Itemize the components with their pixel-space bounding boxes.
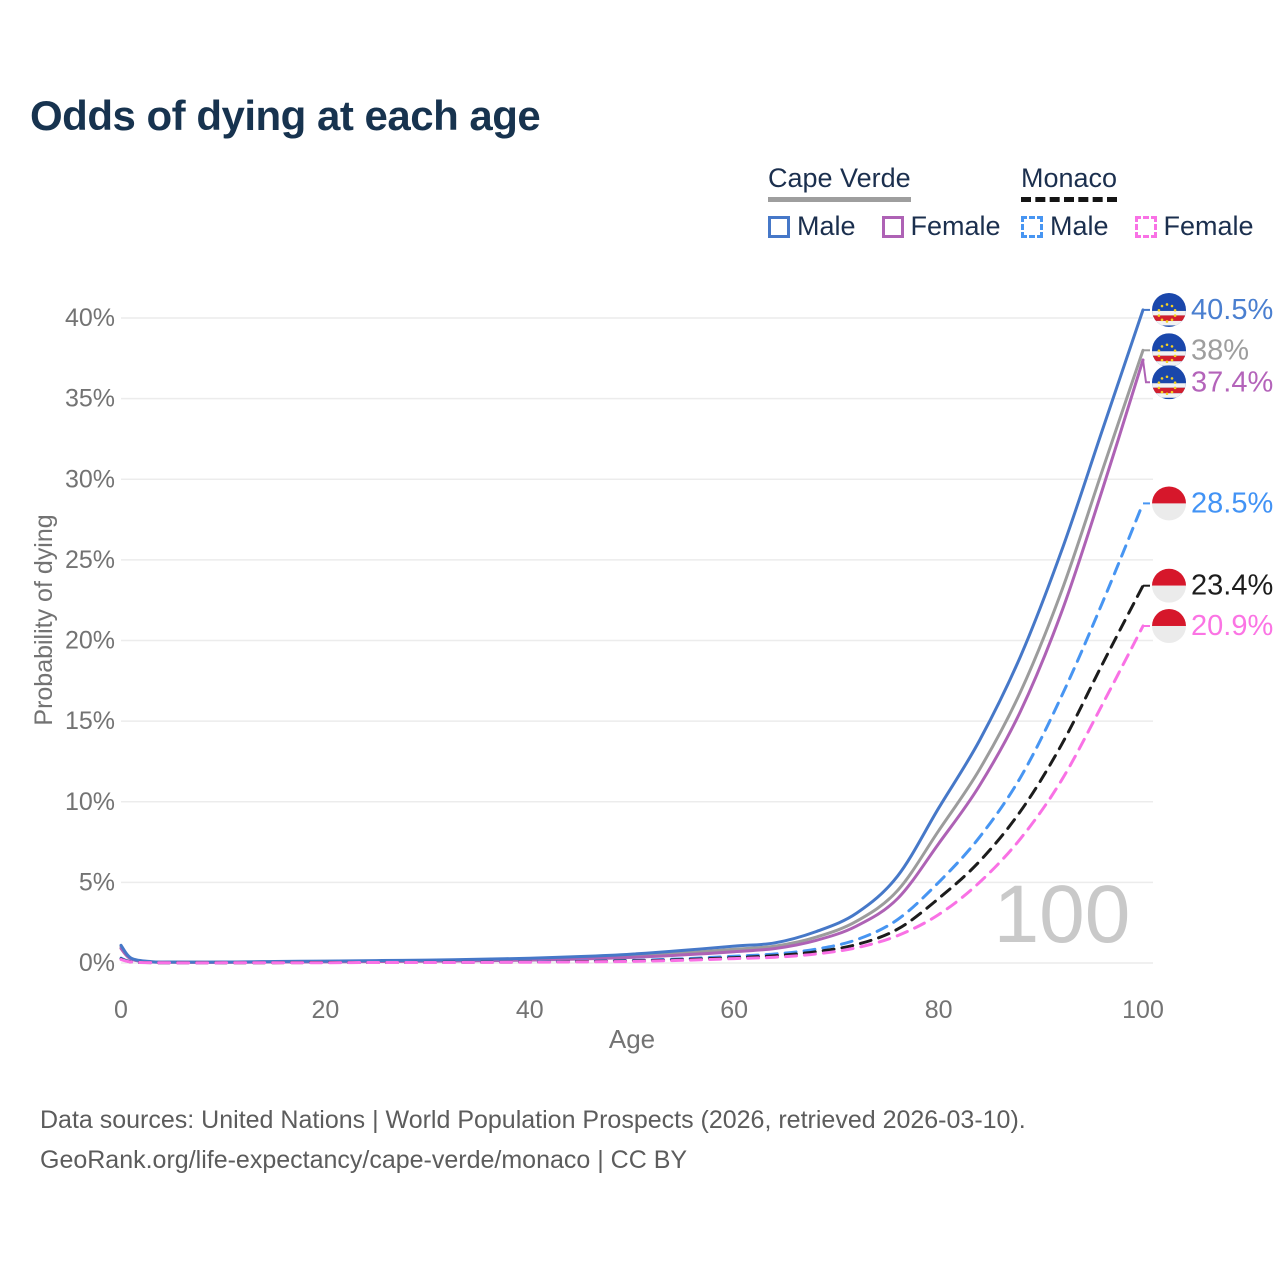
y-tick-label-25: 25%: [65, 546, 115, 574]
footer-data-sources: Data sources: United Nations | World Pop…: [40, 1106, 1026, 1134]
x-tick-label-60: 60: [720, 996, 748, 1024]
legend-swatch-cape-verde-female: [881, 215, 904, 238]
x-tick-label-100: 100: [1122, 996, 1164, 1024]
legend-label-monaco-male: Male: [1050, 211, 1109, 241]
legend-group-monaco: Monaco Male Female: [1021, 163, 1254, 242]
y-tick-label-5: 5%: [79, 868, 115, 896]
footer-attribution: GeoRank.org/life-expectancy/cape-verde/m…: [40, 1146, 688, 1174]
y-tick-label-35: 35%: [65, 385, 115, 413]
series-line-cv_both[interactable]: [119, 348, 1145, 964]
x-tick-label-0: 0: [114, 996, 128, 1024]
age-watermark: 100: [994, 869, 1131, 960]
y-tick-label-15: 15%: [65, 707, 115, 735]
cape-verde-flag-icon-cv_female: [1152, 365, 1186, 400]
legend-item-monaco-female[interactable]: Female: [1134, 211, 1254, 242]
end-label-value-cv_male: 40.5%: [1191, 294, 1273, 326]
series-line-mc_male[interactable]: [119, 501, 1145, 965]
y-tick-label-40: 40%: [65, 304, 115, 332]
monaco-flag-icon-mc_male: [1152, 486, 1186, 521]
y-axis-title: Probability of dying: [30, 514, 58, 725]
y-tick-label-30: 30%: [65, 465, 115, 493]
x-tick-label-20: 20: [311, 996, 339, 1024]
legend-label-monaco-female: Female: [1163, 211, 1254, 241]
series-line-mc_female[interactable]: [119, 624, 1145, 965]
legend-swatch-monaco-male: [1021, 215, 1043, 238]
legend-item-cape-verde-female[interactable]: Female: [881, 211, 1001, 242]
legend-group-title-cape-verde: Cape Verde: [768, 163, 911, 202]
legend-swatch-monaco-female: [1134, 215, 1157, 238]
end-label-value-cv_female: 37.4%: [1191, 366, 1273, 398]
legend-item-monaco-male[interactable]: Male: [1021, 211, 1109, 242]
y-tick-label-20: 20%: [65, 627, 115, 655]
legend-item-cape-verde-male[interactable]: Male: [768, 211, 856, 242]
legend-group-cape-verde: Cape Verde Male Female: [768, 163, 1001, 242]
cape-verde-flag-icon-cv_both: [1152, 333, 1186, 368]
end-label-value-mc_male: 28.5%: [1191, 487, 1273, 519]
series-line-mc_both[interactable]: [119, 584, 1145, 965]
x-tick-label-80: 80: [925, 996, 953, 1024]
chart-title: Odds of dying at each age: [30, 92, 541, 139]
series-line-cv_male[interactable]: [119, 308, 1145, 964]
y-tick-label-10: 10%: [65, 788, 115, 816]
y-tick-label-0: 0%: [79, 949, 115, 977]
legend-swatch-cape-verde-male: [768, 215, 790, 238]
cape-verde-flag-icon-cv_male: [1152, 292, 1186, 327]
end-label-value-mc_both: 23.4%: [1191, 570, 1273, 602]
x-tick-label-40: 40: [516, 996, 544, 1024]
monaco-flag-icon-mc_both: [1152, 568, 1186, 603]
end-label-leader-cv_female: [1142, 359, 1150, 384]
legend-label-cape-verde-female: Female: [910, 211, 1001, 241]
end-label-value-mc_female: 20.9%: [1191, 610, 1273, 642]
x-axis-title: Age: [609, 1024, 655, 1054]
monaco-flag-icon-mc_female: [1152, 608, 1186, 643]
legend-label-cape-verde-male: Male: [797, 211, 856, 241]
end-label-value-cv_both: 38%: [1191, 334, 1249, 366]
legend-group-title-monaco: Monaco: [1021, 163, 1118, 202]
